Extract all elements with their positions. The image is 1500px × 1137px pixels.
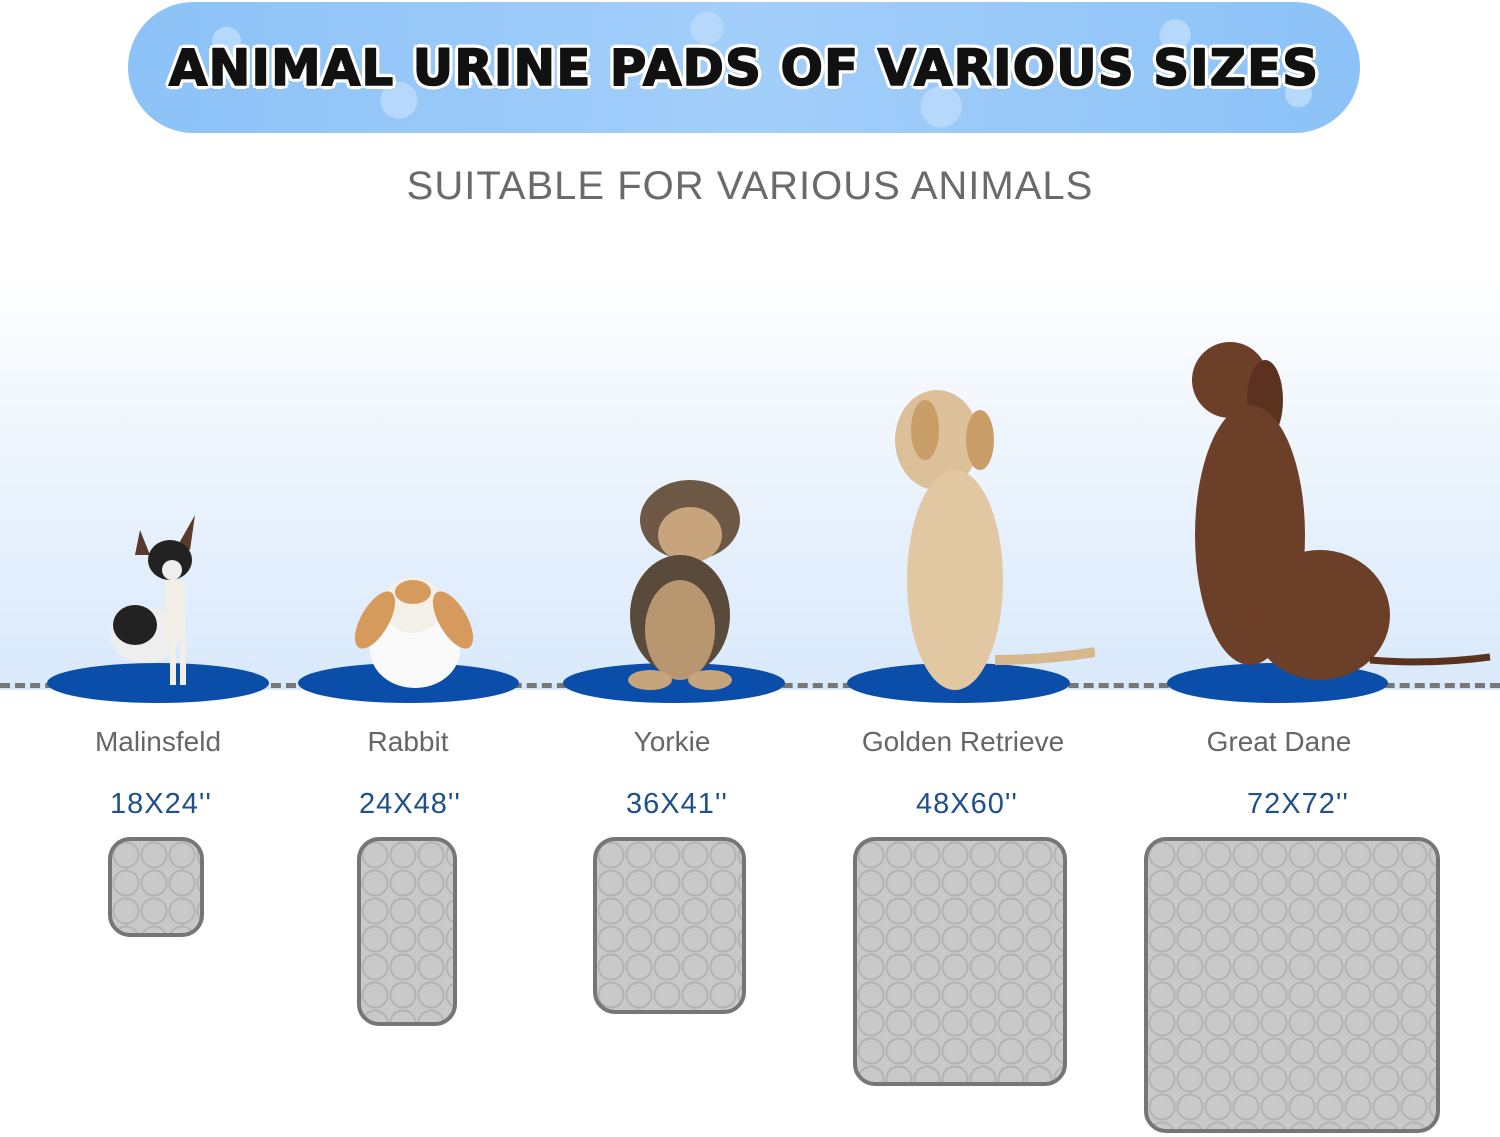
chihuahua-image [110, 515, 195, 685]
great-dane-image [1192, 342, 1491, 680]
pad-size-48x60: 48X60'' [916, 788, 1018, 820]
pad-image-24x48 [357, 837, 457, 1026]
pad-size-36x41: 36X41'' [626, 788, 728, 820]
animal-name-rabbit: Rabbit [367, 726, 449, 757]
pad-size-72x72: 72X72'' [1247, 788, 1349, 820]
subtitle: SUITABLE FOR VARIOUS ANIMALS [406, 164, 1094, 208]
pad-image-18x24 [108, 837, 204, 937]
rabbit-image [354, 577, 474, 688]
pad-disc [47, 663, 269, 703]
pad-size-18x24: 18X24'' [110, 788, 212, 820]
pad-image-36x41 [593, 837, 746, 1014]
animal-name-yorkie: Yorkie [633, 726, 711, 757]
pad-size-24x48: 24X48'' [359, 788, 461, 820]
pad-image-72x72 [1144, 837, 1440, 1133]
animal-name-malinsfeld: Malinsfeld [94, 726, 222, 757]
animal-name-great-dane: Great Dane [1206, 726, 1352, 757]
animal-name-golden-retrieve: Golden Retrieve [861, 726, 1065, 757]
title-banner: ANIMAL URINE PADS OF VARIOUS SIZES [128, 2, 1360, 133]
yorkie-image [628, 480, 740, 690]
page-title: ANIMAL URINE PADS OF VARIOUS SIZES [168, 38, 1320, 98]
golden-retriever-image [895, 390, 1095, 690]
pad-image-48x60 [853, 837, 1067, 1086]
